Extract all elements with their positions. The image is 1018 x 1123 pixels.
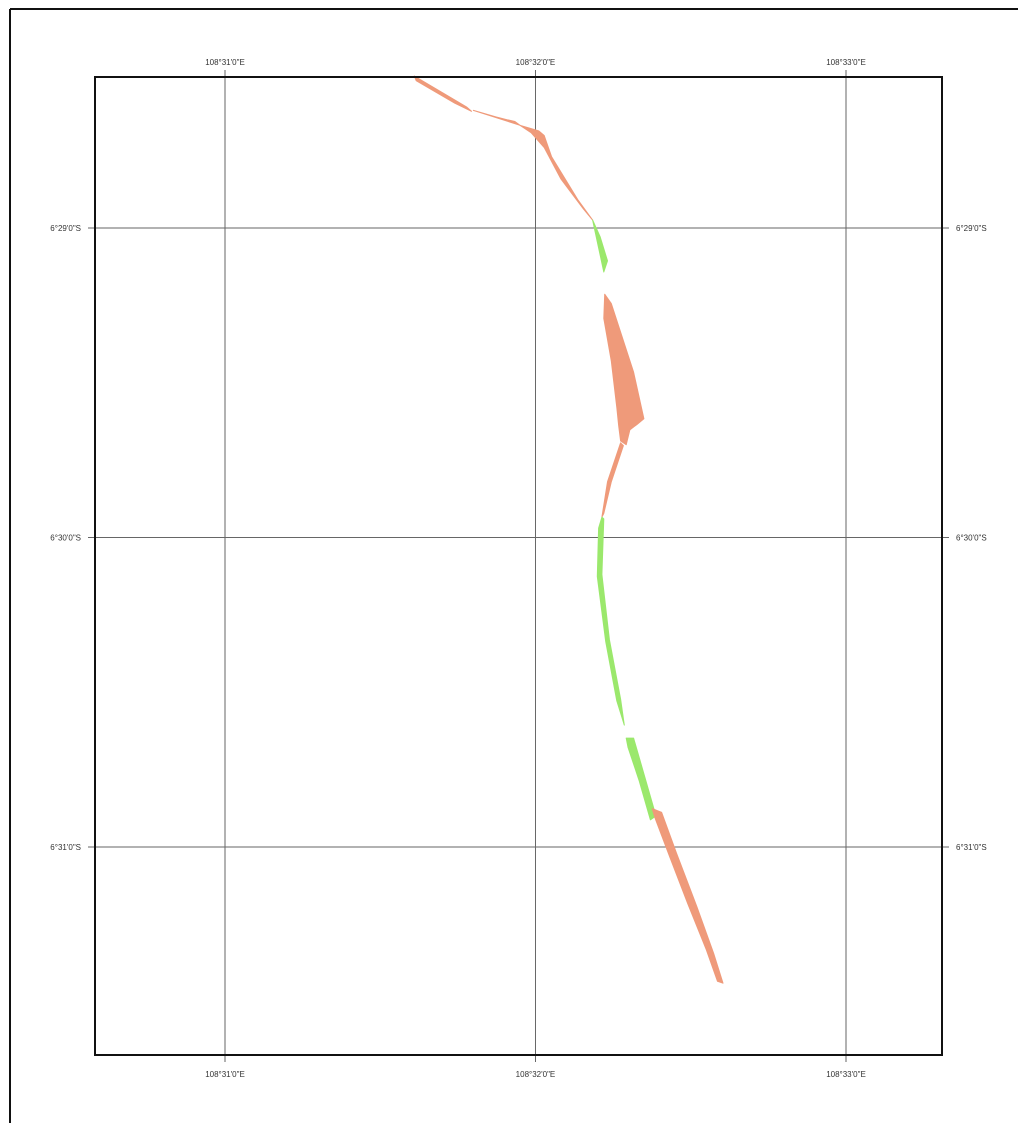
longitude-label-bottom-3: 108°33'0"E xyxy=(826,1070,866,1079)
latitude-label-left-2: 6°30'0"S xyxy=(50,534,81,543)
latitude-label-right-1: 6°29'0"S xyxy=(956,224,987,233)
latitude-label-right-3: 6°31'0"S xyxy=(956,843,987,852)
shoreline-change-polygons xyxy=(413,75,724,984)
erosion-segment-5 xyxy=(603,293,645,446)
accretion-segment-7 xyxy=(596,516,625,726)
erosion-segment-9 xyxy=(651,808,724,984)
longitude-label-top-3: 108°33'0"E xyxy=(826,58,866,67)
latitude-label-left-3: 6°31'0"S xyxy=(50,843,81,852)
graticule-lines xyxy=(88,70,949,1062)
longitude-label-bottom-2: 108°32'0"E xyxy=(516,1070,556,1079)
longitude-label-top-2: 108°32'0"E xyxy=(516,58,556,67)
graticule-labels: 108°31'0"E 108°31'0"E 108°32'0"E 108°32'0"E… xyxy=(50,58,986,1079)
erosion-segment-3 xyxy=(519,124,594,221)
accretion-segment-8 xyxy=(625,737,657,821)
longitude-label-top-1: 108°31'0"E xyxy=(205,58,245,67)
latitude-label-left-1: 6°29'0"S xyxy=(50,224,81,233)
erosion-segment-6 xyxy=(601,442,624,518)
erosion-segment-1 xyxy=(413,75,472,112)
map-frame xyxy=(94,76,943,1056)
longitude-label-bottom-1: 108°31'0"E xyxy=(205,1070,245,1079)
erosion-segment-2 xyxy=(472,109,521,126)
latitude-label-right-2: 6°30'0"S xyxy=(956,534,987,543)
accretion-segment-4 xyxy=(592,219,608,273)
